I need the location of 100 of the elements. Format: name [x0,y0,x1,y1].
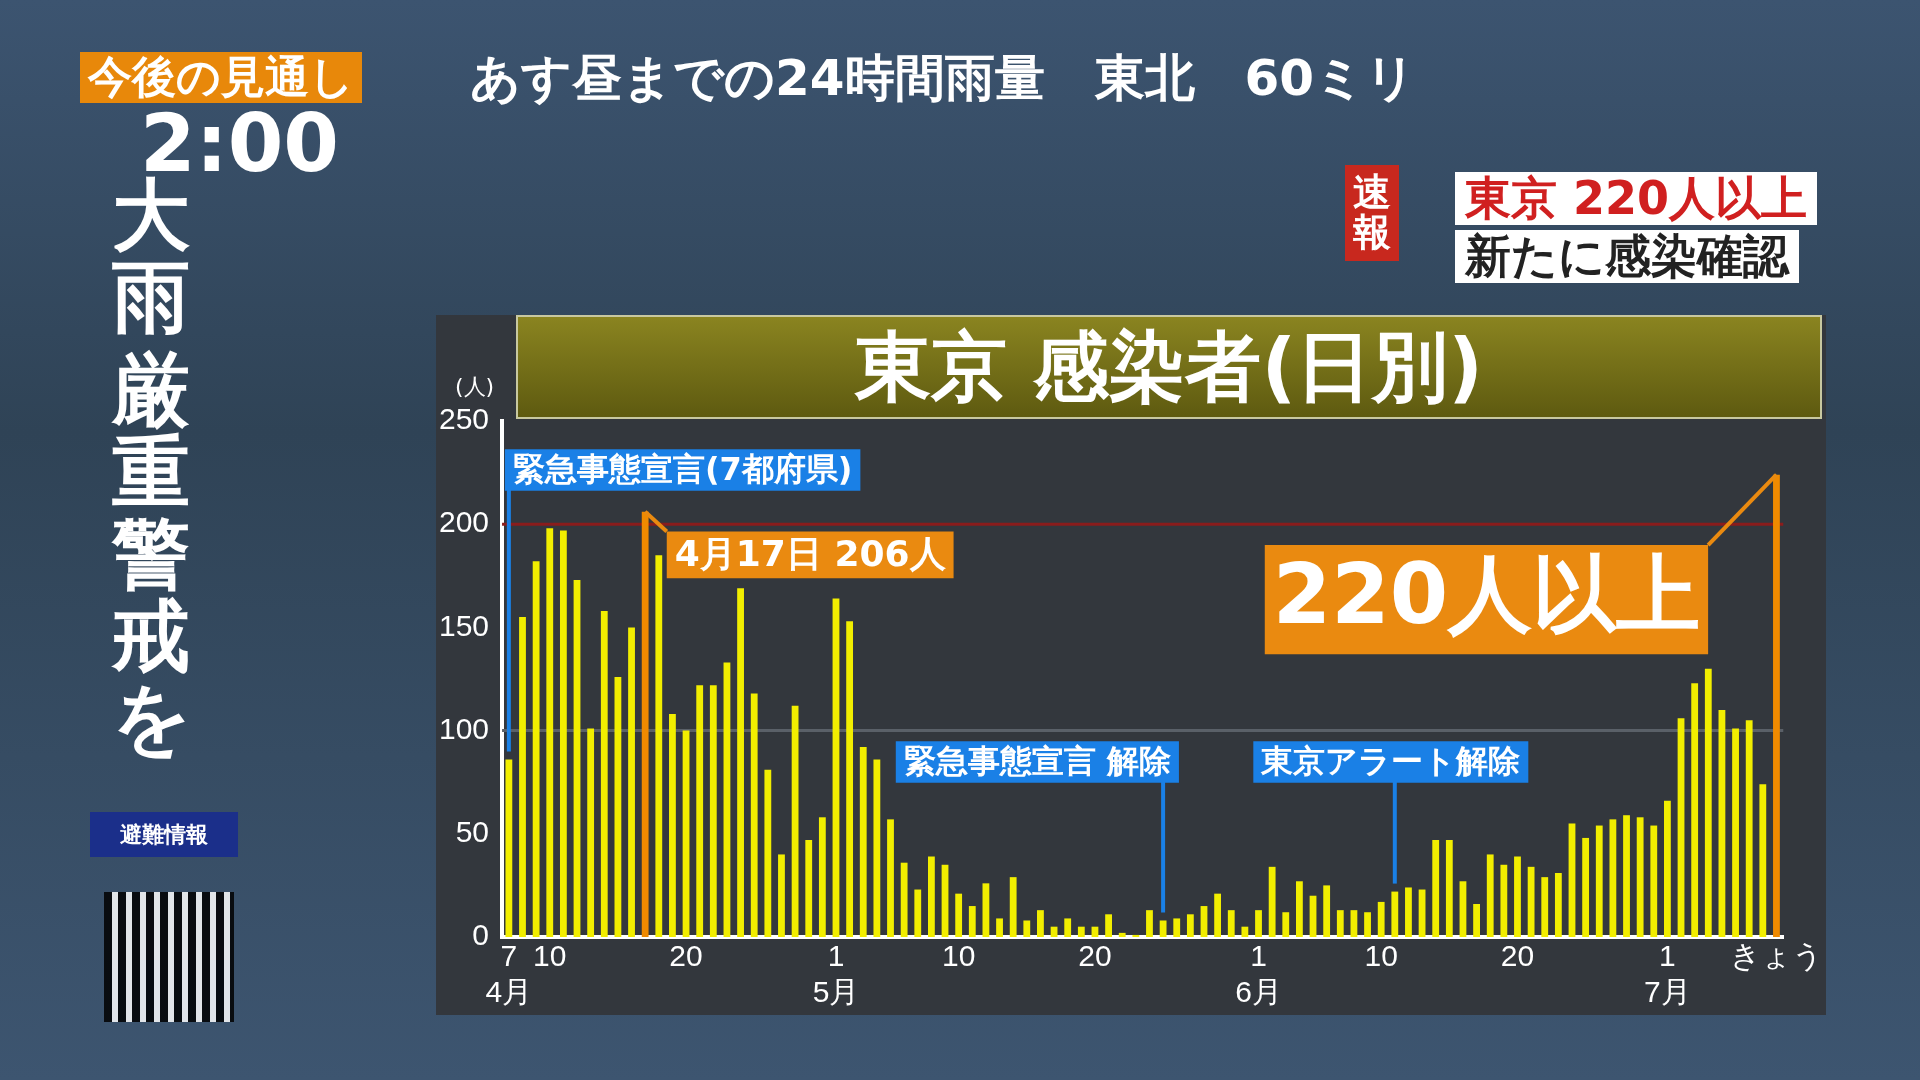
bar [1159,920,1167,937]
bar [1323,885,1331,937]
x-tick-label: 10 [1364,939,1398,973]
bar [1554,873,1562,937]
bar [1064,918,1072,937]
x-tick-label: 20 [1078,939,1112,973]
text: 東京 220人以上 [1455,171,1818,225]
bar [1295,881,1303,937]
annotation: 220人以上 [1272,545,1701,644]
y-tick-label: 150 [438,608,490,642]
annotation: 4月17日 206人 [674,533,946,575]
bar [709,685,717,937]
bar [1227,910,1235,937]
bar [1500,864,1508,937]
bar [1255,910,1262,937]
bar [1336,910,1344,937]
text: 新たに感染確認 [1455,229,1799,283]
bar [1582,837,1590,937]
bar [1023,920,1031,937]
bar [914,889,922,937]
ref-line-label: 緊急事態宣言 解除 [903,742,1171,781]
bar [887,819,894,937]
bar [669,714,676,937]
bar [805,839,813,937]
bar [1541,877,1549,937]
y-tick-label: 200 [438,505,490,539]
bar [1186,914,1194,937]
bar [1364,912,1371,937]
bar [778,854,785,937]
bar [1732,728,1739,937]
bar [846,621,854,937]
text: 避難情報 [90,812,238,858]
x-tick-label: 20 [669,939,703,973]
bar [628,627,635,937]
bar [737,588,744,937]
chart-title: 東京 感染者(日別) [516,315,1822,419]
bar [1268,866,1276,937]
bar [750,693,758,937]
bar [1486,854,1494,937]
bar [519,617,526,937]
bar [764,769,772,937]
x-tick-label: 10 [941,939,976,973]
bar [559,530,567,937]
bar [1759,784,1767,937]
bar [1650,825,1658,937]
bar [791,705,799,937]
bar [1773,474,1780,937]
y-tick-label: 0 [472,918,490,952]
bar [1077,926,1085,937]
y-tick-label: 50 [455,815,490,849]
text: 厳重警戒を [112,345,192,763]
bar [1445,839,1453,937]
bar [859,747,867,937]
x-tick-label: 20 [1500,939,1535,973]
x-tick-label: きょう [1729,939,1823,973]
text: あす昼までの24時間雨量 東北 60ミリ [470,49,1417,108]
ref-line-label: 緊急事態宣言(7都府県) [512,450,853,489]
bar [1173,918,1181,937]
bar [873,759,881,937]
bar [1527,866,1535,937]
bar [1745,720,1753,937]
x-tick-label: 10 [533,939,567,973]
bar [655,555,663,937]
bar [1704,668,1712,937]
bar [1214,893,1222,937]
bar [1623,815,1630,937]
bar [546,528,554,937]
bar [1636,817,1644,937]
bar [1691,683,1699,937]
y-tick-label: 250 [438,402,490,436]
bar [1595,825,1603,937]
bar [968,906,976,937]
bar [1132,934,1140,937]
bar [1118,932,1126,937]
y-axis-title: (人) [455,373,495,401]
bar [1037,910,1044,937]
bar [955,893,963,937]
ref-line-label: 東京アラート解除 [1260,742,1521,781]
bar [996,918,1003,937]
bar [1405,887,1412,937]
bar [1514,856,1521,937]
x-tick-label: 1 5月 [812,939,860,1009]
bar [600,610,608,937]
y-tick-label: 100 [438,711,490,745]
bar [1105,914,1112,937]
x-tick-label: 1 6月 [1235,939,1282,1009]
bar [818,817,826,937]
bar [587,728,595,937]
bar [1609,819,1617,937]
text: 速報 [1345,165,1399,261]
bar [1282,912,1290,937]
text: 今後の見通し [80,51,362,103]
bar [1241,926,1249,937]
x-tick-label: 1 7月 [1644,939,1691,1009]
bar [900,862,908,937]
bar [1377,901,1385,937]
bar [927,856,935,937]
bar [1391,891,1399,937]
bar [1473,903,1480,937]
bar [1664,800,1671,937]
